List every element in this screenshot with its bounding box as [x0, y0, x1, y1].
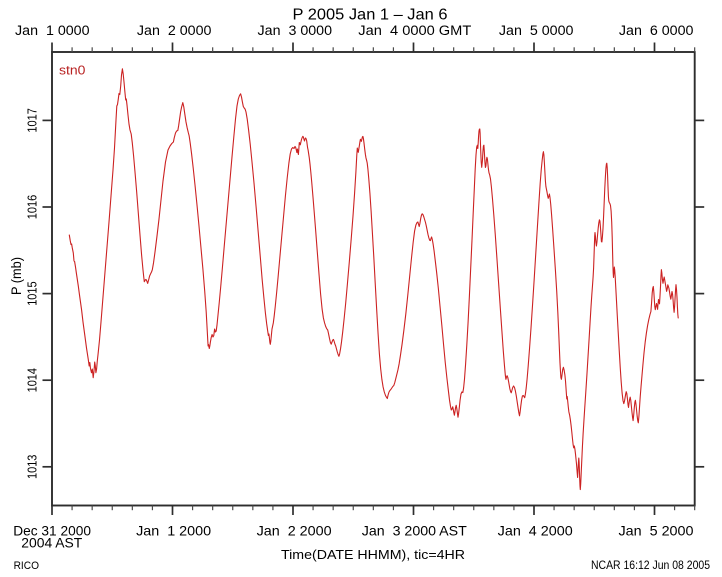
svg-text:P (mb): P (mb): [9, 257, 24, 295]
svg-text:Jan 3 2000 AST: Jan 3 2000 AST: [362, 523, 467, 539]
svg-text:Jan 2 2000: Jan 2 2000: [257, 523, 332, 539]
svg-text:RICO: RICO: [14, 560, 39, 572]
svg-text:P 2005 Jan 1 – Jan 6: P 2005 Jan 1 – Jan 6: [293, 7, 448, 24]
svg-text:stn0: stn0: [59, 62, 85, 77]
svg-text:Jan 6 0000: Jan 6 0000: [619, 23, 694, 38]
svg-text:NCAR 16:12 Jun 08 2005: NCAR 16:12 Jun 08 2005: [591, 560, 710, 572]
svg-text:Jan 4 0000 GMT: Jan 4 0000 GMT: [358, 23, 471, 38]
svg-text:1013: 1013: [25, 455, 40, 479]
svg-text:1015: 1015: [25, 281, 40, 305]
svg-text:1014: 1014: [25, 368, 40, 392]
svg-text:Jan 5 2000: Jan 5 2000: [619, 523, 694, 539]
svg-text:Jan 3 0000: Jan 3 0000: [258, 23, 333, 38]
svg-text:Dec 31 2000: Dec 31 2000: [13, 523, 91, 539]
svg-text:Jan 2 0000: Jan 2 0000: [137, 23, 212, 38]
svg-text:Jan 4 2000: Jan 4 2000: [498, 523, 573, 539]
svg-text:1017: 1017: [25, 108, 40, 132]
svg-text:Time(DATE HHMM), tic=4HR: Time(DATE HHMM), tic=4HR: [281, 547, 465, 562]
svg-text:1016: 1016: [25, 195, 40, 219]
svg-text:2004 AST: 2004 AST: [21, 534, 82, 550]
svg-text:Jan 1 0000: Jan 1 0000: [15, 23, 90, 38]
svg-text:Jan 5 0000: Jan 5 0000: [499, 23, 574, 38]
svg-text:Jan 1 2000: Jan 1 2000: [136, 523, 211, 539]
